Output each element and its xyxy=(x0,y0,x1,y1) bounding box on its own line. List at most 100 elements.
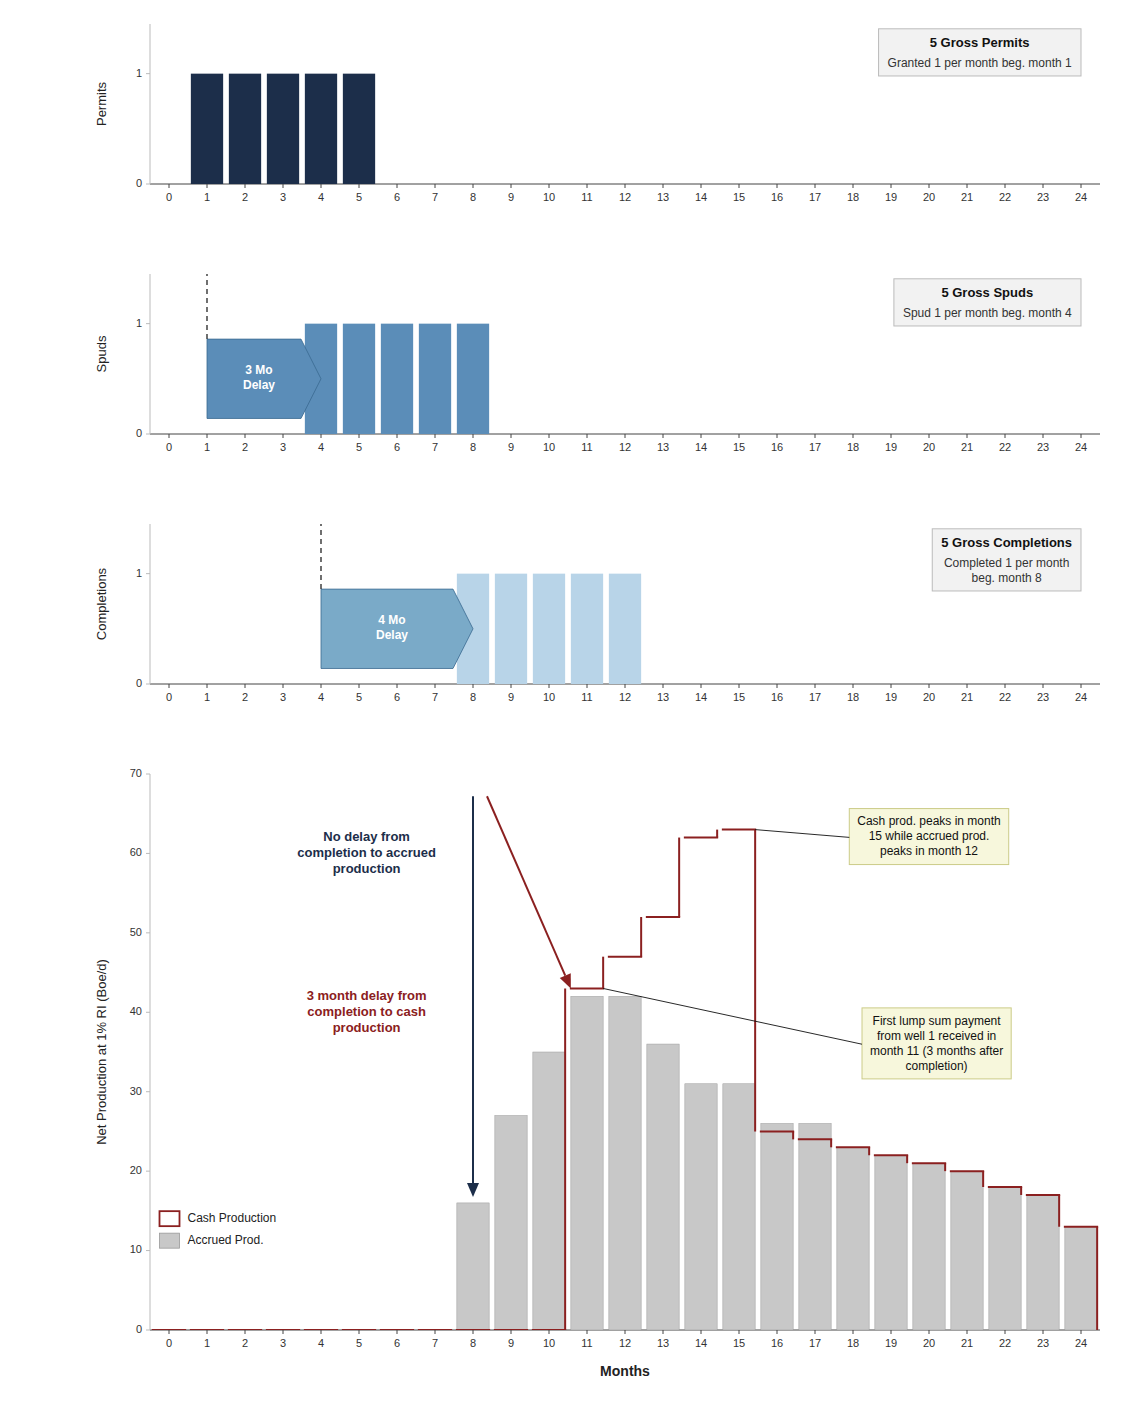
x-tick xyxy=(359,684,360,688)
x-tick xyxy=(435,184,436,188)
x-tick-label: 7 xyxy=(432,191,438,203)
delay-connector xyxy=(206,274,207,339)
delay-arrow xyxy=(207,339,321,418)
x-tick-label: 13 xyxy=(657,691,669,703)
info-box-frame xyxy=(932,529,1081,591)
bar xyxy=(419,324,451,434)
x-tick-label: 11 xyxy=(581,191,592,203)
x-tick xyxy=(1005,684,1006,688)
x-tick xyxy=(435,434,436,438)
x-tick xyxy=(397,1330,398,1334)
step-segment xyxy=(685,837,717,839)
bar xyxy=(229,74,261,184)
x-tick-label: 23 xyxy=(1037,1337,1049,1349)
x-tick-label: 4 xyxy=(318,441,324,453)
text-line: Spud 1 per month beg. month 4 xyxy=(903,306,1072,320)
text-line: from well 1 received in xyxy=(877,1029,996,1043)
legend-swatch xyxy=(160,1211,180,1226)
x-tick-label: 14 xyxy=(695,1337,707,1349)
step-riser xyxy=(1058,1195,1060,1227)
x-tick xyxy=(1081,184,1082,188)
x-tick xyxy=(853,184,854,188)
step-riser xyxy=(716,830,718,838)
x-tick-label: 6 xyxy=(394,691,400,703)
x-tick xyxy=(625,184,626,188)
x-tick xyxy=(967,684,968,688)
bar xyxy=(1065,1227,1097,1330)
x-tick xyxy=(967,184,968,188)
x-tick-label: 2 xyxy=(242,691,248,703)
x-tick xyxy=(891,1330,892,1334)
x-tick xyxy=(549,1330,550,1334)
x-tick xyxy=(207,684,208,688)
x-tick xyxy=(435,684,436,688)
x-tick-label: 18 xyxy=(847,691,859,703)
annotation-arrow xyxy=(487,796,571,988)
info-box: 5 Gross CompletionsCompleted 1 per month… xyxy=(932,529,1081,591)
step-riser xyxy=(944,1163,946,1171)
x-tick xyxy=(169,434,170,438)
y-axis-label: Permits xyxy=(94,81,109,126)
x-tick xyxy=(473,1330,474,1334)
x-tick xyxy=(359,184,360,188)
x-tick xyxy=(1005,1330,1006,1334)
x-tick-label: 19 xyxy=(885,441,897,453)
y-axis-label: Net Production at 1% RI (Boe/d) xyxy=(94,959,109,1145)
x-tick xyxy=(207,1330,208,1334)
x-tick xyxy=(283,1330,284,1334)
step-segment xyxy=(229,1329,261,1330)
x-tick xyxy=(663,434,664,438)
x-tick xyxy=(1043,684,1044,688)
x-tick xyxy=(929,684,930,688)
step-segment xyxy=(153,1329,185,1330)
bar xyxy=(419,1330,451,1331)
step-segment xyxy=(495,1329,527,1330)
x-tick-label: 1 xyxy=(204,191,210,203)
x-tick-label: 21 xyxy=(961,1337,973,1349)
panel-title: 5 Gross Permits xyxy=(930,35,1030,50)
x-tick-label: 6 xyxy=(394,191,400,203)
x-tick-label: 4 xyxy=(318,1337,324,1349)
x-tick-label: 4 xyxy=(318,691,324,703)
x-tick xyxy=(397,434,398,438)
panel-subtitle: Granted 1 per month beg. month 1 xyxy=(888,56,1072,70)
delay-connector xyxy=(320,524,321,589)
x-tick xyxy=(245,184,246,188)
x-tick xyxy=(549,684,550,688)
step-riser xyxy=(640,917,642,957)
annotations: 4 MoDelay xyxy=(321,524,473,668)
x-tick xyxy=(1081,684,1082,688)
x-tick xyxy=(701,1330,702,1334)
step-segment xyxy=(533,1329,565,1330)
annotation-arrow-head xyxy=(560,973,571,988)
x-tick-label: 22 xyxy=(999,1337,1011,1349)
x-tick xyxy=(967,1330,968,1334)
x-tick-label: 8 xyxy=(470,691,476,703)
y-tick-label: 0 xyxy=(136,427,142,439)
x-tick xyxy=(739,1330,740,1334)
x-tick-label: 24 xyxy=(1075,441,1087,453)
x-tick xyxy=(511,1330,512,1334)
bar xyxy=(875,1155,907,1330)
bar xyxy=(343,74,375,184)
x-tick-label: 20 xyxy=(923,1337,935,1349)
x-tick xyxy=(891,434,892,438)
plot-data xyxy=(191,74,375,184)
info-box: 5 Gross Permits Granted 1 per month beg. … xyxy=(879,29,1081,76)
x-tick-label: 14 xyxy=(695,691,707,703)
chart-figure: 0123456789101112131415161718192021222324… xyxy=(0,0,1134,1414)
text-line: peaks in month 12 xyxy=(880,845,978,859)
y-axis-line xyxy=(150,24,151,184)
info-box-frame xyxy=(879,29,1081,76)
panel: 0123456789101112131415161718192021222324… xyxy=(94,24,1100,203)
x-tick xyxy=(587,684,588,688)
x-tick xyxy=(967,434,968,438)
step-segment xyxy=(951,1170,983,1172)
y-tick xyxy=(146,1012,150,1013)
x-tick-label: 10 xyxy=(543,691,555,703)
x-tick-label: 15 xyxy=(733,691,745,703)
x-tick-label: 18 xyxy=(847,1337,859,1349)
x-tick xyxy=(663,184,664,188)
x-tick-label: 12 xyxy=(619,191,631,203)
y-tick xyxy=(146,684,150,685)
